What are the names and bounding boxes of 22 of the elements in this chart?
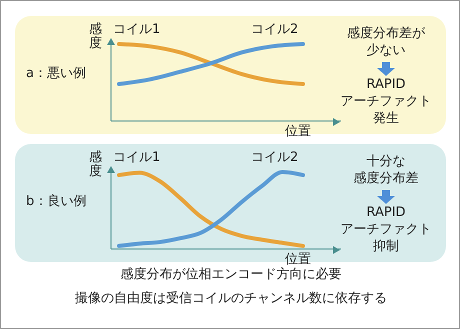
text: 感度分布が位相エンコード方向に必要	[120, 267, 342, 283]
text: 撮像の自由度は受信コイルのチャンネル数に依存する	[74, 291, 388, 307]
series-label: コイル1	[113, 22, 160, 38]
text: RAPID	[365, 205, 407, 221]
series-label: コイル2	[251, 22, 298, 38]
text: 感度分布差が	[346, 26, 426, 42]
x-axis-title: 位置	[285, 252, 311, 267]
text: 感度分布差	[352, 171, 420, 187]
text: a：悪い例	[26, 66, 86, 82]
y-axis-title: 感度	[89, 150, 103, 179]
text: b：良い例	[26, 194, 86, 210]
series-label: コイル2	[251, 150, 298, 166]
series-label: コイル1	[113, 150, 160, 166]
text: 少ない	[366, 43, 406, 59]
x-axis-title: 位置	[285, 124, 311, 140]
text: アーチファクト	[340, 222, 432, 238]
y-axis-title: 感度	[89, 22, 103, 51]
text: RAPID	[365, 77, 407, 93]
text: 抑制	[372, 239, 400, 255]
text: 発生	[372, 111, 400, 127]
text: 十分な	[366, 154, 406, 170]
annotation: アーチファクト	[340, 94, 432, 110]
